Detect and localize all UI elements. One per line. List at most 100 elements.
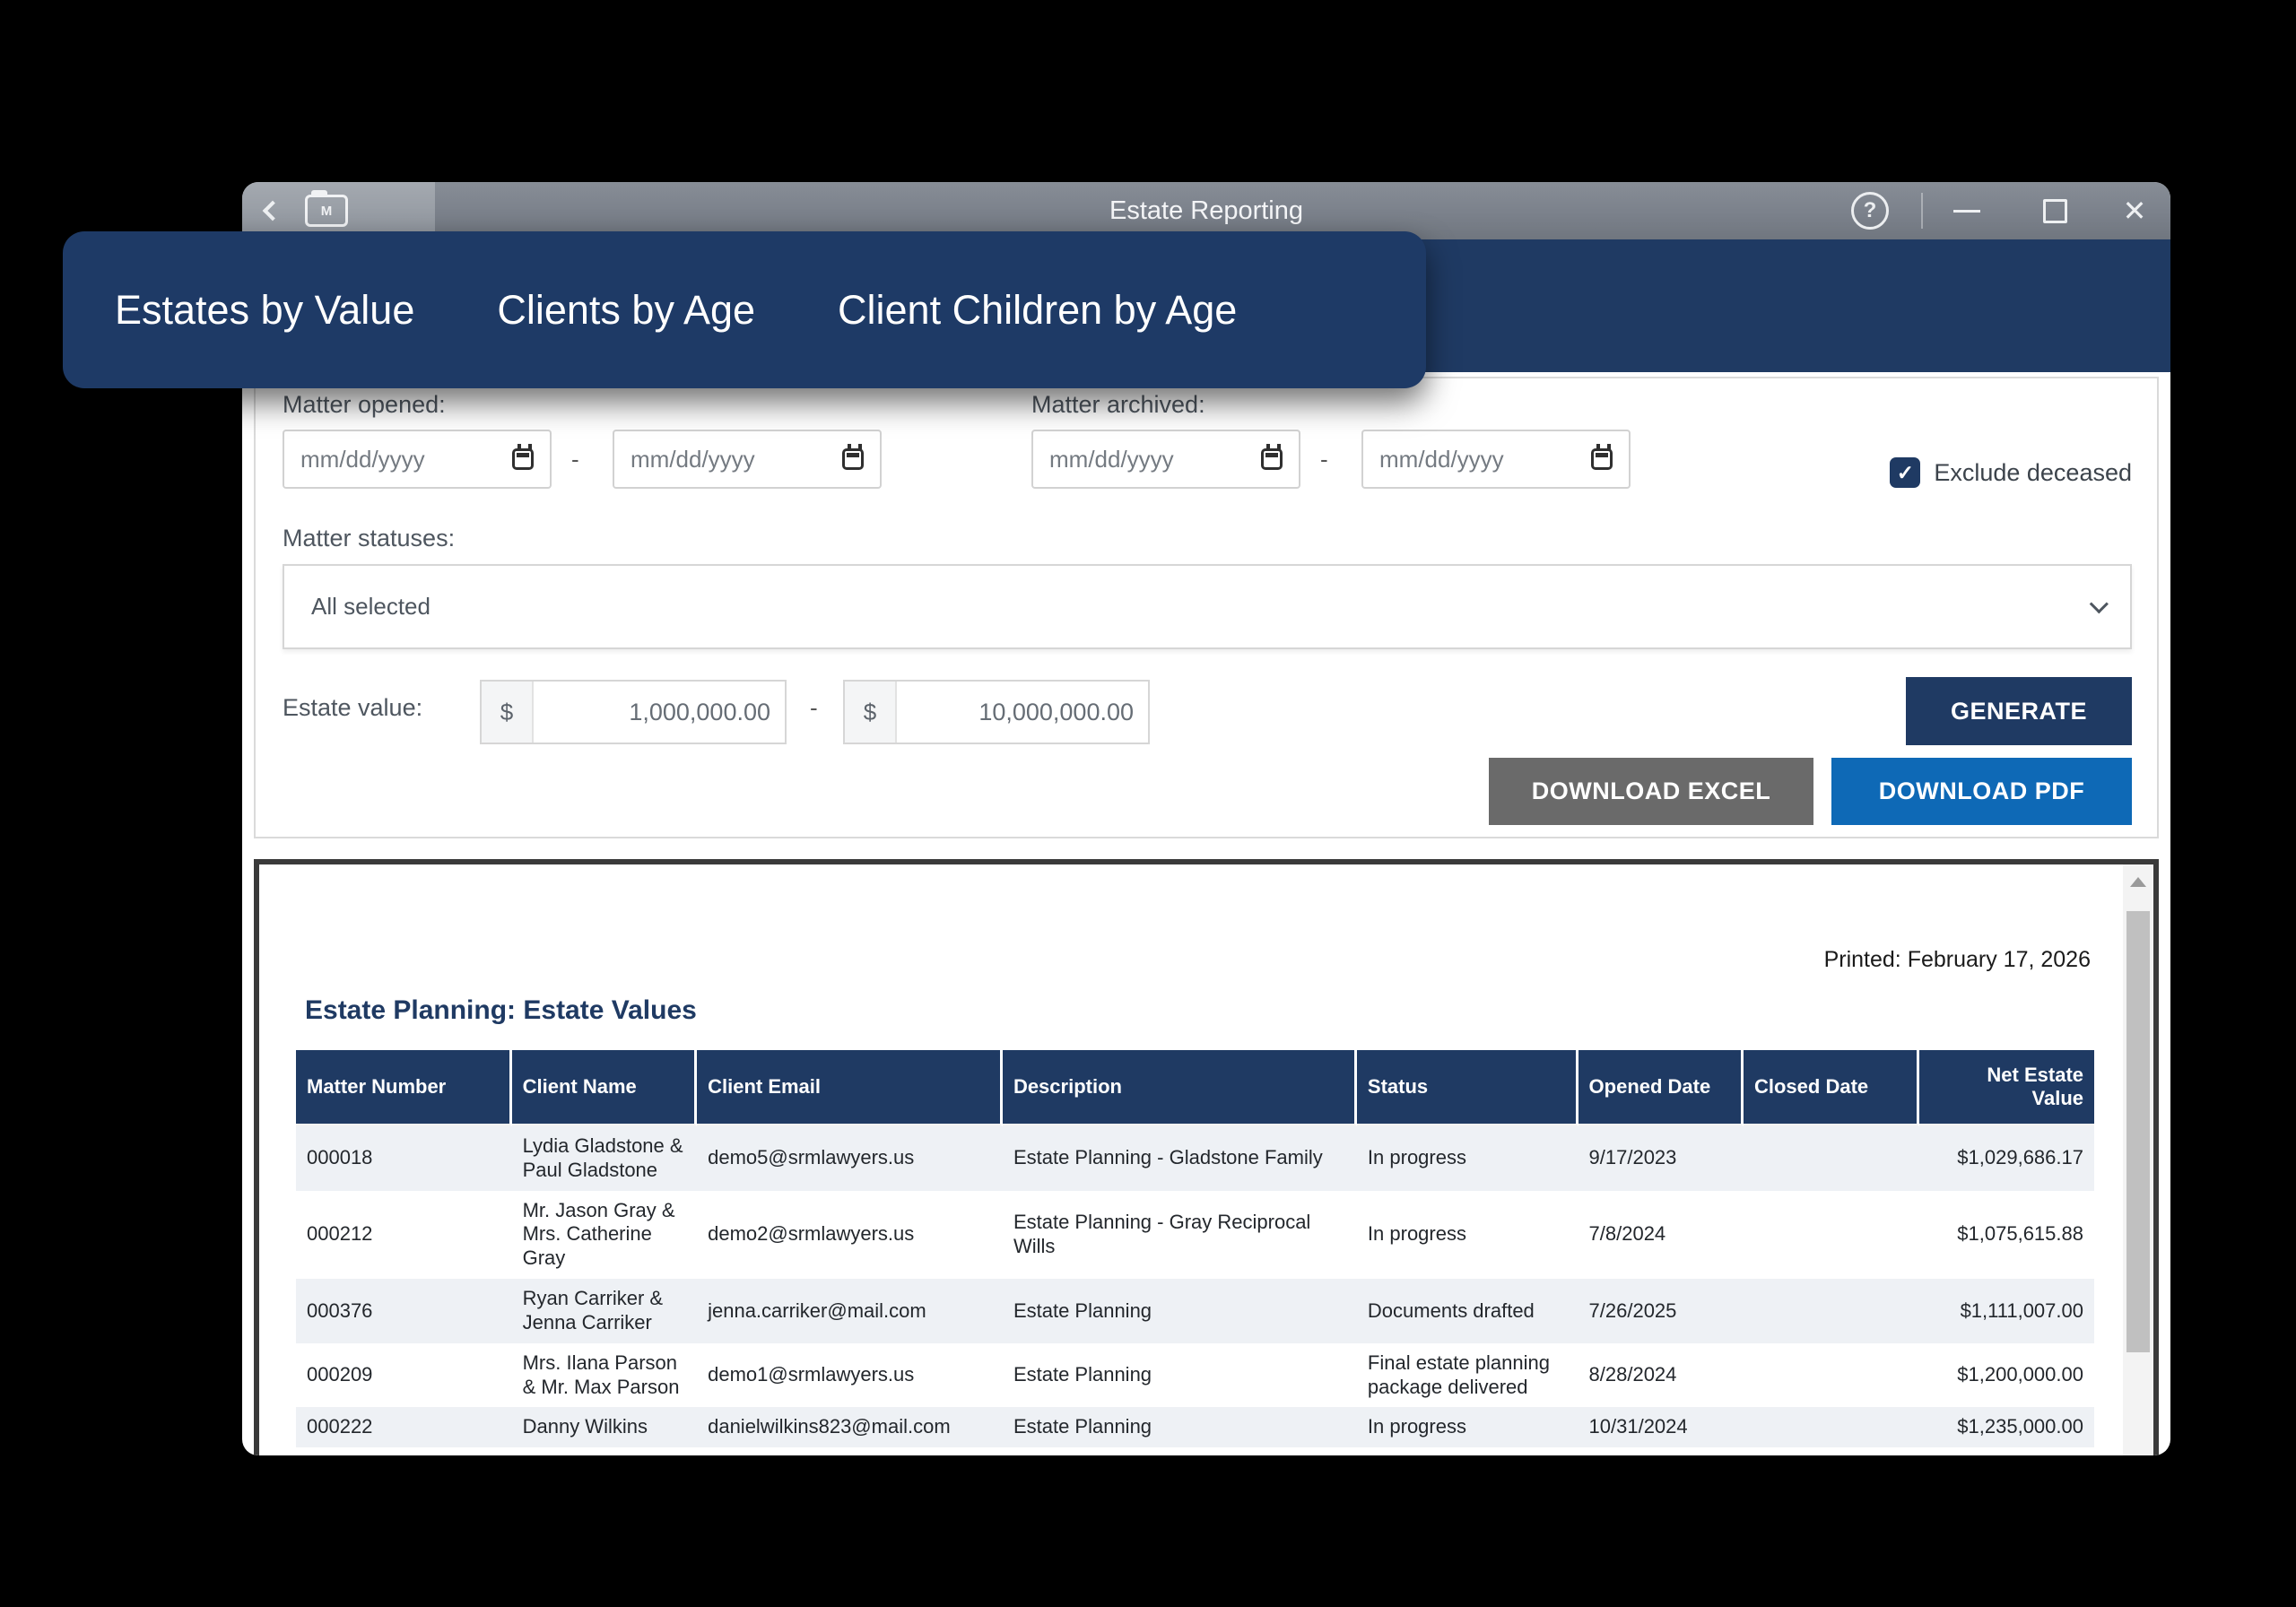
- table-row: 000212 Mr. Jason Gray & Mrs. Catherine G…: [296, 1191, 2094, 1279]
- scrollbar-thumb[interactable]: [2126, 911, 2150, 1352]
- estate-value-min[interactable]: 1,000,000.00: [629, 698, 770, 725]
- table-row: 000222 Danny Wilkins danielwilkins823@ma…: [296, 1407, 2094, 1448]
- cell-description: Estate Planning: [1002, 1279, 1357, 1343]
- report-table-body: 000018 Lydia Gladstone & Paul Gladstone …: [296, 1126, 2094, 1455]
- matter-opened-to-input[interactable]: mm/dd/yyyy: [613, 430, 882, 489]
- table-row: 000018 Lydia Gladstone & Paul Gladstone …: [296, 1126, 2094, 1191]
- scroll-up-arrow-icon[interactable]: [2130, 877, 2146, 887]
- currency-symbol: $: [845, 682, 897, 743]
- exclude-deceased-checkbox[interactable]: ✓ Exclude deceased: [1890, 457, 2132, 488]
- col-client-email: Client Email: [697, 1050, 1003, 1126]
- cell-client-name: Mrs. Ilana Parson & Mr. Max Parson: [522, 1351, 680, 1398]
- estate-value-max-input[interactable]: $ 10,000,000.00: [843, 680, 1150, 744]
- close-button[interactable]: ✕: [2099, 182, 2170, 239]
- cell-net-estate-value: $1,029,686.17: [1919, 1126, 2094, 1191]
- calendar-icon[interactable]: [1261, 444, 1283, 470]
- report-scrollbar[interactable]: [2123, 864, 2153, 1455]
- col-description: Description: [1002, 1050, 1357, 1126]
- cell-opened-date: 7/26/2025: [1578, 1279, 1744, 1343]
- cell-client-name: Howard Jones & Samantha Jones: [512, 1447, 698, 1455]
- cell-client-email: demo5@srmlawyers.us: [697, 1126, 1003, 1191]
- cell-matter-number: 000018: [296, 1126, 512, 1191]
- cell-opened-date: 7/17/2025: [1578, 1447, 1744, 1455]
- table-row: 000209 Mrs. Ilana Parson & Mr. Max Parso…: [296, 1343, 2094, 1408]
- download-pdf-button[interactable]: DOWNLOAD PDF: [1831, 758, 2132, 825]
- cell-opened-date: 9/17/2023: [1578, 1126, 1744, 1191]
- help-icon[interactable]: ?: [1851, 192, 1889, 230]
- report-viewer: Printed: February 17, 2026 Estate Planni…: [254, 859, 2159, 1455]
- matter-archived-label: Matter archived:: [1031, 391, 1205, 418]
- col-net-estate-value: Net Estate Value: [1919, 1050, 2094, 1126]
- report-table-wrap: Matter Number Client Name Client Email D…: [296, 1050, 2094, 1455]
- cell-client-email: howard.jones@example.com: [697, 1447, 1003, 1455]
- cell-closed-date: [1743, 1279, 1920, 1343]
- cell-description: Married Joint Trust: [1003, 1447, 1357, 1455]
- checkbox-checked-icon[interactable]: ✓: [1890, 457, 1921, 488]
- date-range-separator: -: [1320, 446, 1328, 473]
- cell-opened-date: 7/8/2024: [1588, 1222, 1666, 1246]
- calendar-icon[interactable]: [512, 444, 534, 470]
- matter-archived-from-input[interactable]: mm/dd/yyyy: [1031, 430, 1300, 489]
- estate-value-min-input[interactable]: $ 1,000,000.00: [480, 680, 787, 744]
- col-matter-number: Matter Number: [296, 1050, 512, 1126]
- cell-matter-number: 000212: [307, 1222, 373, 1246]
- cell-opened-date: 8/28/2024: [1588, 1363, 1677, 1386]
- estate-value-max[interactable]: 10,000,000.00: [978, 698, 1134, 725]
- chevron-down-icon: [2089, 595, 2109, 614]
- cell-matter-number: 000222: [296, 1407, 512, 1448]
- cell-client-email: demo1@srmlawyers.us: [708, 1363, 915, 1386]
- report-table: Matter Number Client Name Client Email D…: [296, 1050, 2094, 1455]
- cell-status: Final estate planning package delivered: [1367, 1351, 1550, 1398]
- cell-description: Estate Planning - Gray Reciprocal Wills: [1013, 1211, 1311, 1257]
- table-row: 000361 Howard Jones & Samantha Jones how…: [296, 1447, 2094, 1455]
- col-status: Status: [1356, 1050, 1578, 1126]
- generate-button[interactable]: GENERATE: [1906, 677, 2132, 745]
- cell-closed-date: [1743, 1407, 1920, 1448]
- cell-status: In progress: [1367, 1222, 1466, 1246]
- window-title: Estate Reporting: [1109, 195, 1303, 225]
- cell-client-name: Lydia Gladstone & Paul Gladstone: [511, 1126, 698, 1191]
- cell-client-name: Danny Wilkins: [511, 1407, 698, 1448]
- dropdown-selected-value: All selected: [311, 593, 430, 620]
- cell-client-email: danielwilkins823@mail.com: [697, 1407, 1003, 1448]
- table-row: 000376 Ryan Carriker & Jenna Carriker je…: [296, 1279, 2094, 1343]
- cell-opened-date: 10/31/2024: [1578, 1407, 1744, 1448]
- estate-value-label: Estate value:: [283, 694, 423, 721]
- cell-status: Consultation held: [1357, 1447, 1578, 1455]
- calendar-icon[interactable]: [1591, 444, 1613, 470]
- currency-symbol: $: [482, 682, 534, 743]
- tab-client-children-by-age[interactable]: Client Children by Age: [838, 286, 1238, 333]
- maximize-icon: [2042, 198, 2067, 223]
- cell-status: Documents drafted: [1356, 1279, 1578, 1343]
- calendar-icon[interactable]: [842, 444, 864, 470]
- cell-status: In progress: [1356, 1126, 1578, 1191]
- titlebar: Estate Reporting M ? ✕: [242, 182, 2170, 239]
- minimize-button[interactable]: [1923, 182, 2011, 239]
- tab-estates-by-value[interactable]: Estates by Value: [115, 286, 415, 333]
- tab-clients-by-age[interactable]: Clients by Age: [497, 286, 756, 333]
- matter-archived-to-input[interactable]: mm/dd/yyyy: [1361, 430, 1631, 489]
- cell-client-name: Mr. Jason Gray & Mrs. Catherine Gray: [522, 1198, 675, 1270]
- cell-closed-date: [1744, 1343, 1919, 1408]
- value-range-separator: -: [810, 694, 818, 721]
- cell-description: Estate Planning: [1002, 1407, 1357, 1448]
- cell-closed-date: [1744, 1191, 1919, 1279]
- minimize-icon: [1953, 209, 1980, 213]
- cell-net-estate-value: $1,200,000.00: [1957, 1363, 2083, 1386]
- table-header-row: Matter Number Client Name Client Email D…: [296, 1050, 2094, 1126]
- cell-description: Estate Planning: [1013, 1363, 1152, 1386]
- matter-opened-label: Matter opened:: [283, 391, 446, 418]
- matter-statuses-dropdown[interactable]: All selected: [283, 564, 2132, 649]
- matter-opened-from-input[interactable]: mm/dd/yyyy: [283, 430, 552, 489]
- titlebar-divider: [1921, 193, 1923, 229]
- cell-net-estate-value: $1,075,615.88: [1957, 1222, 2083, 1246]
- cell-closed-date: [1743, 1126, 1920, 1191]
- cell-client-email: demo2@srmlawyers.us: [708, 1222, 915, 1246]
- download-excel-button[interactable]: DOWNLOAD EXCEL: [1489, 758, 1813, 825]
- report-tabs-overlay: Estates by Value Clients by Age Client C…: [63, 231, 1426, 388]
- maximize-button[interactable]: [2011, 182, 2099, 239]
- back-icon[interactable]: [262, 200, 283, 222]
- cell-net-estate-value: $1,335,000.00: [1919, 1447, 2094, 1455]
- cell-closed-date: [1744, 1447, 1919, 1455]
- cell-matter-number: 000209: [307, 1363, 373, 1386]
